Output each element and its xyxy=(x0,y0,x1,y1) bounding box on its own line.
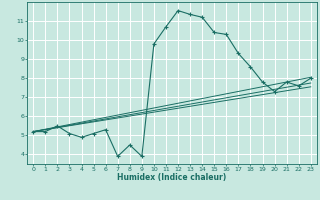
X-axis label: Humidex (Indice chaleur): Humidex (Indice chaleur) xyxy=(117,173,227,182)
